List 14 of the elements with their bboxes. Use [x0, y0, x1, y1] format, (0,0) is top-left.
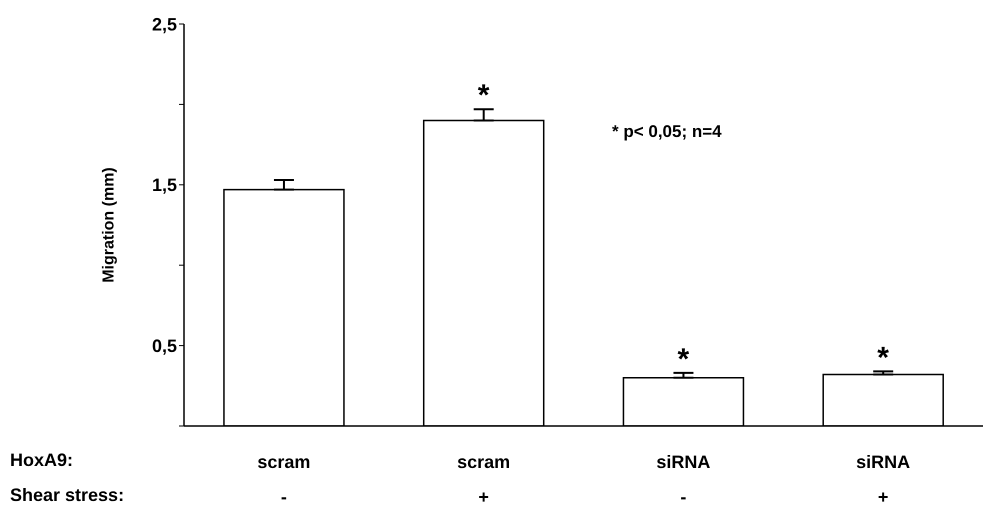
text: HoxA9:	[10, 450, 74, 470]
text: 0,5	[152, 336, 177, 356]
text: Shear stress:	[10, 485, 124, 505]
annotation: * p< 0,05; n=4	[612, 122, 722, 141]
x-tick-label: siRNA -	[656, 452, 710, 507]
annotation: *	[478, 79, 490, 112]
y-axis-title: Migration (mm)	[100, 167, 118, 283]
x-tick-label: siRNA +	[856, 452, 910, 507]
y-tick-label: 1,5	[152, 175, 177, 196]
annotation: *	[678, 342, 690, 376]
x-tick-label: scram -	[257, 452, 310, 507]
y-tick-label: 2,5	[152, 14, 177, 34]
annotation: *	[877, 341, 890, 374]
x-tick-label: scram +	[457, 452, 510, 507]
